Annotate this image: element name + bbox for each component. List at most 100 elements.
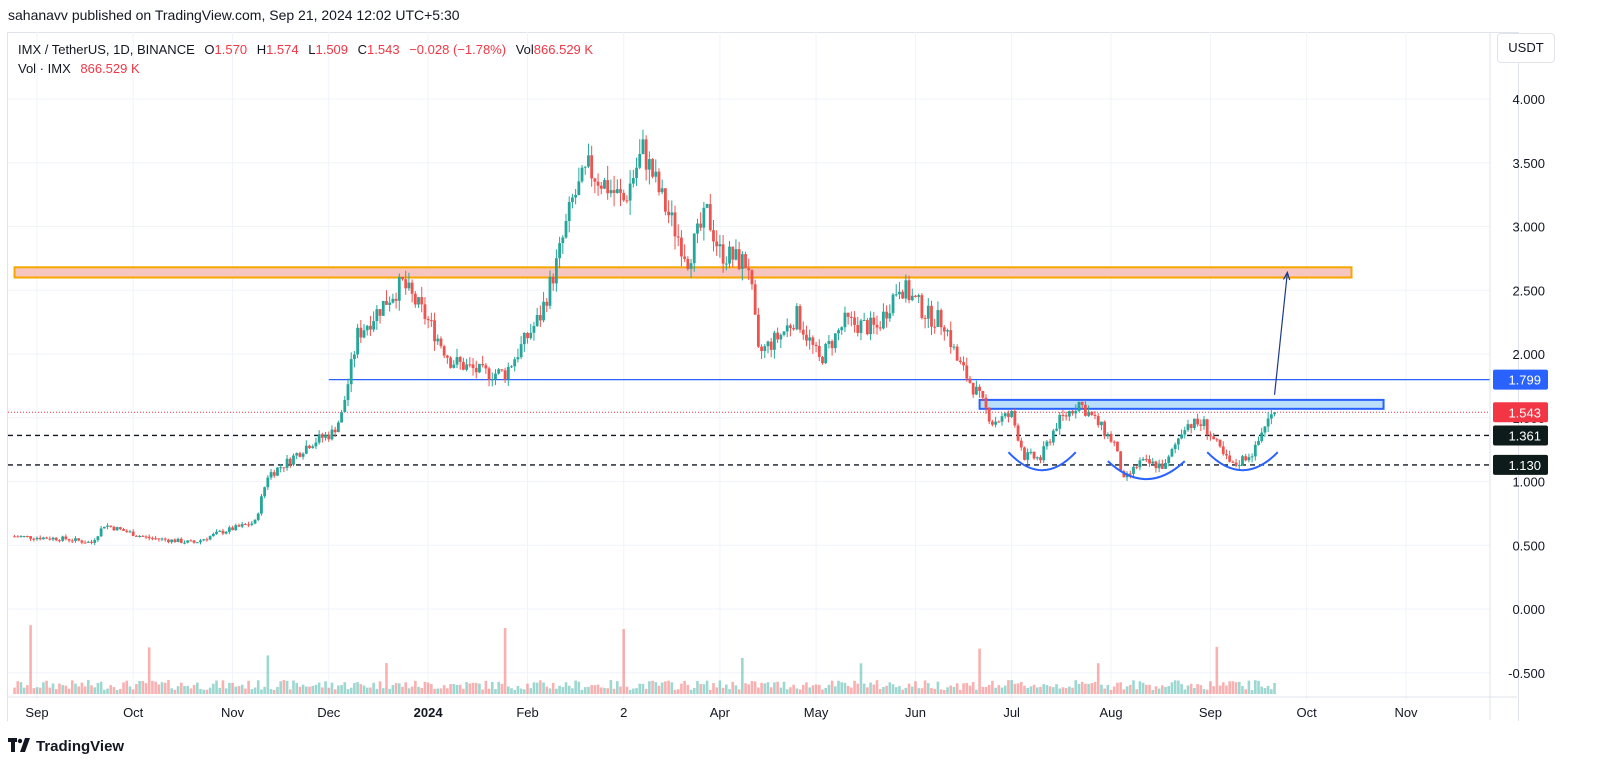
candle-body [378,309,382,316]
volume-bar [494,689,497,694]
candle-body [833,333,837,349]
candle-body [615,189,619,193]
volume-bar [1084,683,1087,694]
candle-body [173,539,177,543]
candle-body [122,529,125,531]
candle-body [106,525,109,527]
volume-bar [199,688,202,694]
volume-bar [173,689,177,694]
candle-body [320,434,324,438]
candle-body [522,332,526,345]
x-tick-label: Nov [221,705,245,720]
volume-bar [423,681,427,694]
volume-bar [936,681,940,694]
volume-bar [1221,682,1225,694]
candle-body [1058,414,1062,429]
volume-bar [186,685,189,694]
volume-bar [1026,687,1029,694]
volume-bar [295,682,298,694]
candle-body [776,332,780,340]
candle-body [548,276,552,306]
volume-bar [901,689,904,694]
candle-body [442,346,446,356]
volume-bar [202,689,206,694]
volume-bar [949,685,953,694]
volume-bar [330,682,334,694]
volume-bar [349,687,353,694]
candle-body [298,453,302,457]
candle-body [192,540,196,543]
volume-bar [80,682,84,694]
candle-body [64,536,68,540]
candle-body [231,527,234,531]
volume-bar [1180,683,1183,694]
candle-body [1051,430,1055,443]
candle-body [202,539,206,541]
candle-body [51,537,55,540]
candle-body [1244,456,1248,461]
y-tick-label: 3.500 [1512,156,1545,171]
candle-body [38,537,42,540]
volume-bar [542,682,545,694]
candle-body [869,317,872,335]
candle-body [692,233,696,264]
candle-body [1074,410,1078,414]
volume-bar [837,680,840,694]
volume-bar [638,683,642,694]
volume-bar [288,689,292,694]
volume-bar [702,684,706,694]
volume-bar [773,682,776,694]
candle-body [663,188,667,212]
candle-body [176,538,180,543]
volume-bar [420,687,424,694]
candle-body [910,295,914,301]
volume-bar [490,681,494,694]
candle-body [353,354,356,360]
volume-bar [712,683,715,694]
volume-bar [657,685,661,694]
candle-body [19,536,23,538]
volume-bar [449,684,452,694]
volume-bar [561,687,565,694]
target-arrow-head [1282,270,1291,281]
candle-body [397,276,401,301]
volume-bar [1029,686,1033,694]
candle-body [824,343,828,364]
price-chart[interactable]: 4.0003.5003.0002.5002.0001.5001.0000.500… [0,0,1600,728]
volume-bar [314,684,318,694]
volume-bar [70,680,74,694]
candle-body [336,422,340,433]
volume-bar [183,686,186,694]
candle-body [843,312,847,328]
volume-bar [580,689,584,694]
volume-bar [648,681,651,694]
candle-body [1260,432,1264,442]
volume-bar [1106,684,1110,694]
tradingview-brand[interactable]: TradingView [8,738,124,756]
candle-body [1083,404,1087,416]
candle-body [314,442,318,447]
candle-body [526,332,529,339]
volume-bar [311,685,315,694]
candle-body [1032,451,1036,459]
candle-body [1273,412,1276,415]
candle-body [458,357,462,362]
volume-bar [529,688,533,694]
legend-vol-label: Vol [515,42,534,57]
candle-body [99,528,103,537]
candle-body [45,537,49,539]
volume-bar [660,682,664,694]
candle-body [917,295,921,297]
volume-bar [616,681,619,694]
candle-body [407,282,411,289]
candle-body [763,346,767,352]
currency-unit-button[interactable]: USDT [1497,33,1555,63]
candle-body [308,445,311,449]
candle-body [1116,441,1119,452]
volume-bar [407,688,411,694]
volume-bar [391,685,395,694]
volume-bar [968,685,972,694]
volume-bar [394,683,398,694]
candle-body [865,320,869,335]
volume-bar [606,688,609,694]
